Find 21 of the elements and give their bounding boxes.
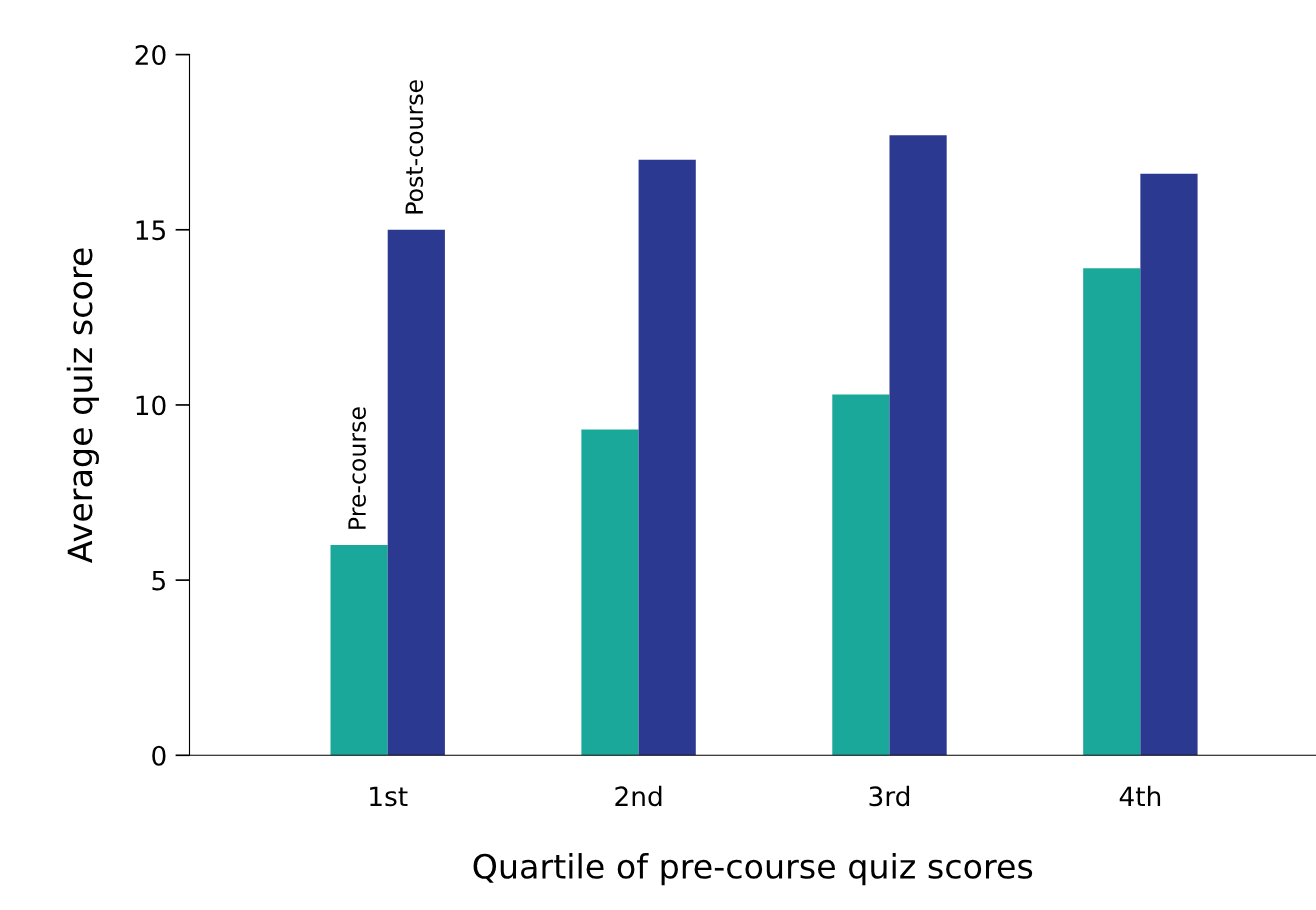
bar: [832, 394, 890, 756]
y-tick-label: 15: [136, 220, 165, 241]
bar: [889, 135, 947, 756]
x-tick-label: 1st: [370, 786, 408, 807]
bar: [387, 229, 445, 756]
y-axis-title: Average quiz score: [66, 248, 99, 564]
y-tick-label: 0: [152, 745, 166, 766]
x-axis-title: Quartile of pre-course quiz scores: [473, 853, 1033, 886]
bar: [638, 159, 696, 756]
bar: [1083, 268, 1141, 756]
bar: [1140, 173, 1198, 756]
bar: [330, 545, 388, 756]
text: Post-course: [405, 80, 424, 214]
y-tick-label: 5: [152, 570, 165, 591]
y-tick-label: 20: [135, 45, 166, 65]
x-tick-label: 3rd: [869, 785, 910, 807]
x-tick-label: 4th: [1119, 785, 1161, 806]
x-tick-label: 2nd: [615, 785, 662, 807]
bar: [581, 429, 639, 756]
text: Pre-course: [348, 407, 366, 529]
y-tick-label: 10: [136, 395, 166, 416]
